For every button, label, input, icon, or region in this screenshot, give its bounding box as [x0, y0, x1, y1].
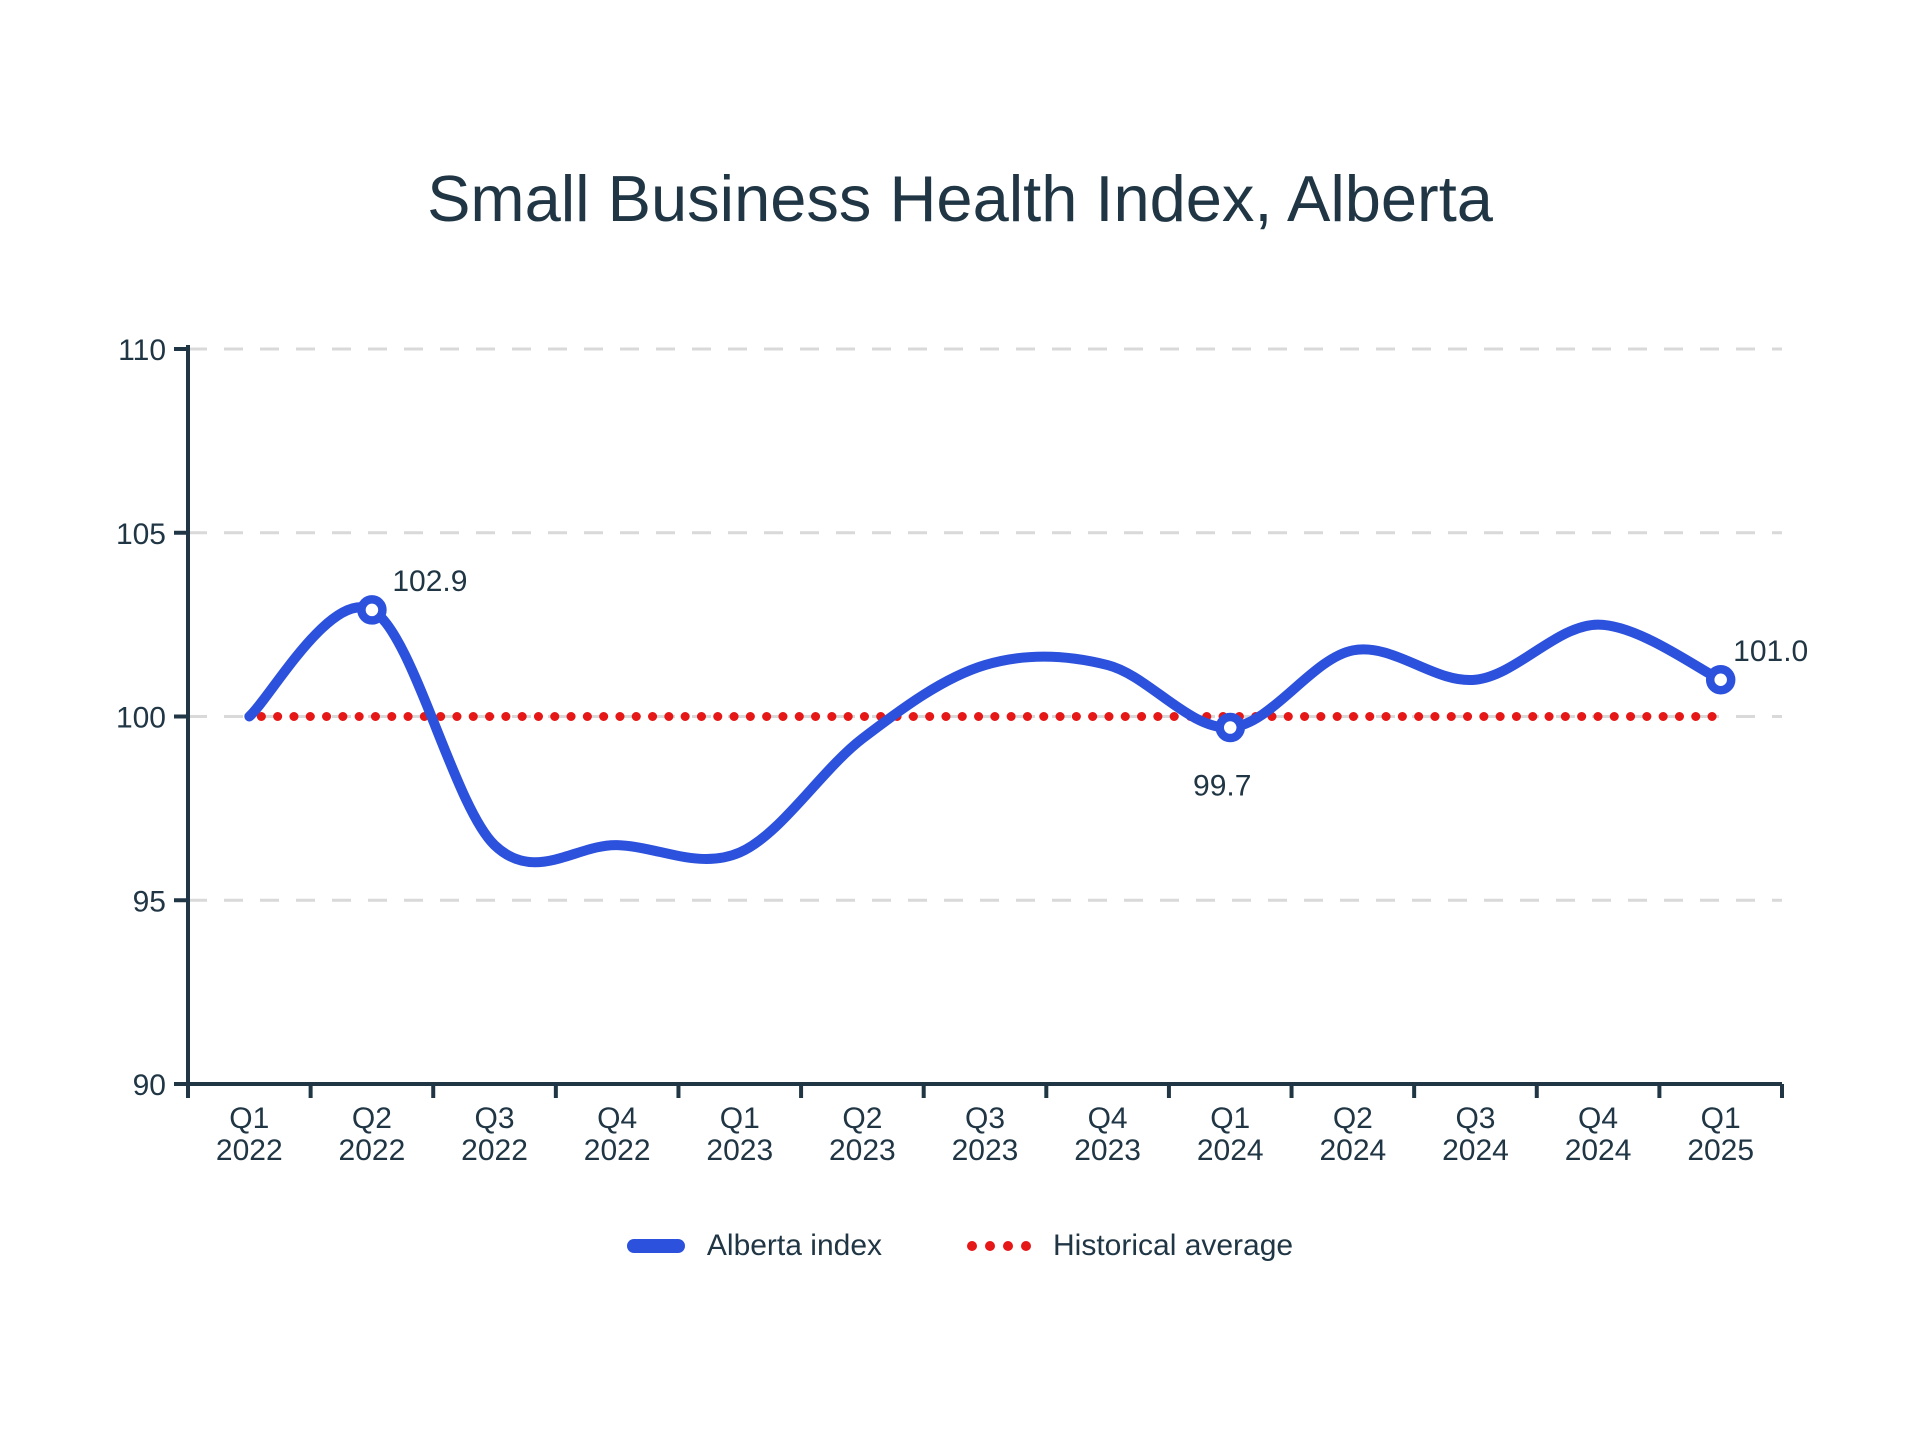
x-axis-label: Q1 2022	[216, 1102, 283, 1167]
x-axis-label: Q1 2024	[1197, 1102, 1264, 1167]
x-axis-label: Q4 2023	[1074, 1102, 1141, 1167]
legend-label-alberta-index: Alberta index	[706, 1229, 882, 1262]
y-axis-label: 110	[118, 334, 166, 367]
x-axis-label: Q3 2023	[952, 1102, 1019, 1167]
x-axis-label: Q3 2022	[461, 1102, 528, 1167]
x-axis-label: Q2 2022	[339, 1102, 406, 1167]
data-point-label: 101.0	[1733, 635, 1808, 668]
data-point-label: 102.9	[392, 565, 467, 598]
legend-item-alberta-index: Alberta index	[626, 1229, 882, 1263]
x-axis-label: Q2 2024	[1319, 1102, 1386, 1167]
x-axis-label: Q1 2023	[706, 1102, 773, 1167]
x-axis-label: Q4 2024	[1565, 1102, 1632, 1167]
x-axis-label: Q4 2022	[584, 1102, 651, 1167]
alberta-index-line-swatch	[626, 1239, 685, 1253]
data-point-marker	[357, 595, 387, 625]
y-axis-label: 100	[116, 702, 166, 735]
y-axis-label: 105	[116, 518, 166, 551]
legend-item-historical-average: Historical average	[967, 1229, 1293, 1263]
data-point-label: 99.7	[1193, 770, 1251, 803]
legend: Alberta index Historical average	[0, 1224, 1920, 1268]
x-axis-label: Q3 2024	[1442, 1102, 1509, 1167]
historical-average-dots-swatch	[967, 1241, 1031, 1251]
chart-title: Small Business Health Index, Alberta	[427, 162, 1493, 235]
data-point-marker	[1215, 712, 1245, 743]
y-axis-label: 90	[133, 1069, 166, 1102]
x-axis-label: Q2 2023	[829, 1102, 896, 1167]
x-axis-label: Q1 2025	[1687, 1102, 1754, 1167]
y-axis-label: 95	[133, 885, 166, 918]
alberta-index-line	[244, 602, 1726, 868]
legend-label-historical-average: Historical average	[1053, 1229, 1294, 1262]
data-point-marker	[1705, 665, 1736, 695]
